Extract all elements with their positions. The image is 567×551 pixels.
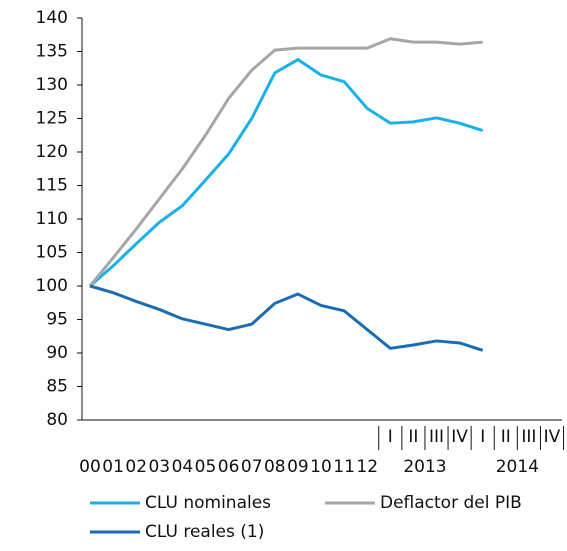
- series-line: [88, 37, 483, 287]
- x-tick-label: 10: [310, 457, 332, 477]
- y-tick-label: 85: [46, 377, 68, 397]
- y-tick-label: 80: [46, 410, 68, 430]
- x-tick-label: IV: [451, 427, 468, 447]
- x-tick-label: II: [501, 427, 511, 447]
- x-tick-label: 09: [287, 457, 309, 477]
- x-tick-label: 00: [79, 457, 101, 477]
- y-tick-label: 140: [36, 8, 68, 28]
- y-tick-label: 120: [36, 142, 68, 162]
- x-tick-label: III: [521, 427, 536, 447]
- y-tick-label: 95: [46, 310, 68, 330]
- y-tick-label: 130: [36, 75, 68, 95]
- x-tick-label: 06: [218, 457, 240, 477]
- x-tick-label: IV: [544, 427, 561, 447]
- x-tick-label: II: [408, 427, 418, 447]
- x-group-label: 2014: [496, 457, 539, 477]
- y-tick-label: 105: [36, 243, 68, 263]
- y-tick-label: 90: [46, 343, 68, 363]
- legend-label: Deflactor del PIB: [380, 493, 522, 513]
- x-tick-label: 11: [333, 457, 355, 477]
- legend-label: CLU reales (1): [145, 522, 264, 542]
- x-tick-label: 07: [241, 457, 263, 477]
- legend-label: CLU nominales: [145, 493, 271, 513]
- x-tick-label: III: [429, 427, 444, 447]
- y-tick-label: 115: [36, 176, 68, 196]
- y-tick-label: 125: [36, 109, 68, 129]
- x-tick-label: 03: [148, 457, 170, 477]
- y-tick-label: 100: [36, 276, 68, 296]
- y-tick-label: 110: [36, 209, 68, 229]
- x-tick-label: 02: [125, 457, 147, 477]
- y-tick-label: 135: [36, 42, 68, 62]
- x-group-label: 2013: [403, 457, 446, 477]
- x-tick-label: 08: [264, 457, 286, 477]
- x-tick-label: 01: [102, 457, 124, 477]
- series-line: [89, 284, 484, 352]
- x-tick-label: 05: [195, 457, 217, 477]
- x-tick-label: I: [480, 427, 485, 447]
- x-tick-label: I: [388, 427, 393, 447]
- x-tick-label: 12: [356, 457, 378, 477]
- x-tick-label: 04: [172, 457, 194, 477]
- series-line: [89, 58, 484, 288]
